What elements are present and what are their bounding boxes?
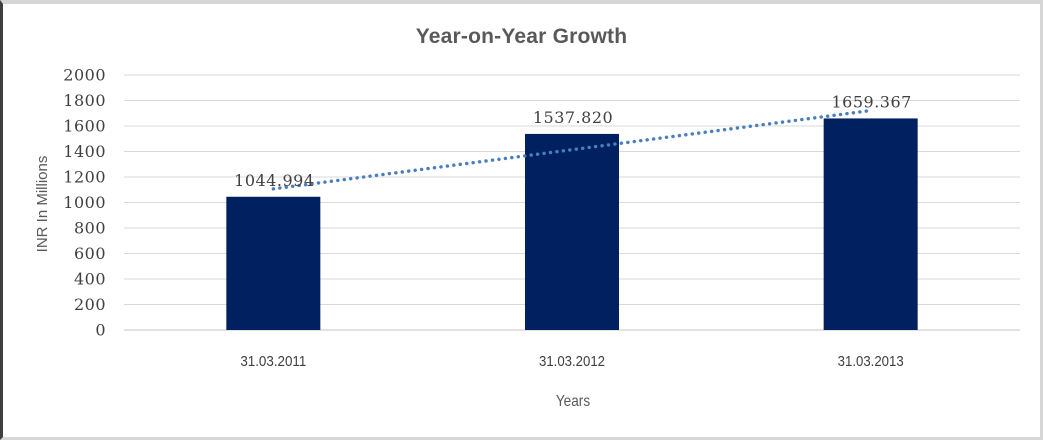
y-tick-label-1400: 1400 [63, 142, 106, 161]
bar-31.03.2011[interactable] [226, 196, 321, 330]
data-label-31.03.2012: 1537.820 [533, 108, 613, 127]
y-tick-label-1800: 1800 [63, 91, 106, 110]
data-label-31.03.2013: 1659.367 [831, 92, 911, 111]
y-tick-label-1000: 1000 [63, 193, 106, 212]
bar-31.03.2013[interactable] [823, 118, 918, 330]
y-tick-label-800: 800 [74, 219, 106, 238]
trendline[interactable] [271, 108, 873, 191]
y-tick-label-0: 0 [95, 321, 106, 340]
trendline-group [271, 108, 873, 191]
data-labels: 1044.994 1537.820 1659.367 [234, 92, 911, 190]
plot-area: 0 200 400 600 800 1000 1200 1400 1600 1800 2000 31… [63, 66, 1020, 370]
bar-31.03.2012[interactable] [525, 133, 619, 330]
y-tick-label-200: 200 [74, 295, 106, 314]
x-tick-label-31.03.2013: 31.03.2013 [838, 353, 904, 370]
x-axis-title: Years [555, 393, 591, 410]
y-tick-label-600: 600 [74, 244, 106, 263]
chart-title: Year-on-Year Growth [415, 25, 628, 48]
y-tick-label-2000: 2000 [63, 66, 106, 85]
x-axis-tick-labels: 31.03.2011 31.03.2012 31.03.2013 [240, 353, 903, 370]
y-tick-label-400: 400 [74, 270, 106, 289]
x-tick-label-31.03.2011: 31.03.2011 [240, 353, 306, 370]
data-label-31.03.2011: 1044.994 [234, 171, 314, 190]
y-tick-label-1200: 1200 [63, 168, 106, 187]
x-tick-label-31.03.2012: 31.03.2012 [539, 353, 605, 370]
bar-series [226, 118, 918, 330]
y-axis-tick-labels: 0 200 400 600 800 1000 1200 1400 1600 1800 2000 [63, 66, 106, 340]
y-tick-label-1600: 1600 [63, 117, 106, 136]
